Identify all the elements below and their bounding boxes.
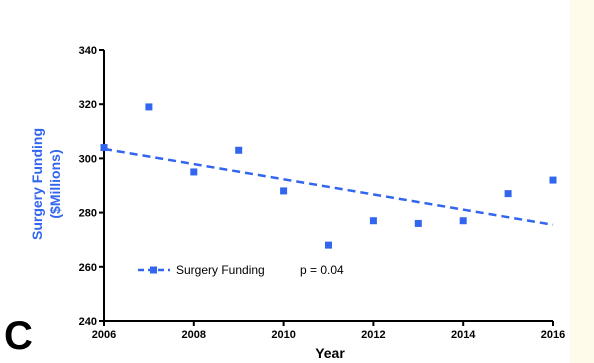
- y-tick-label: 320: [79, 99, 97, 111]
- x-tick-label: 2016: [541, 329, 565, 341]
- data-point: [459, 217, 467, 225]
- data-point: [235, 146, 243, 154]
- data-point: [190, 168, 198, 176]
- y-tick-label: 240: [79, 316, 97, 328]
- data-point: [549, 176, 557, 184]
- y-axis-title-line1: Surgery Funding: [29, 128, 45, 240]
- data-point: [145, 103, 153, 111]
- y-axis-title-line2: ($Millions): [47, 149, 63, 218]
- x-tick-label: 2014: [451, 329, 476, 341]
- y-tick-label: 300: [79, 153, 97, 165]
- x-tick-label: 2012: [361, 329, 385, 341]
- legend-marker: [150, 266, 157, 274]
- axis-ticks: 240 260 280 300 320 340 2006 2008 2010 2012 2014 20…: [79, 45, 566, 341]
- legend: Surgery Funding p = 0.04: [138, 263, 344, 277]
- axes: [103, 50, 553, 322]
- data-point: [504, 190, 512, 198]
- y-tick-label: 280: [79, 208, 97, 220]
- data-point: [325, 241, 332, 249]
- background-strip: [570, 0, 594, 363]
- data-point: [280, 187, 288, 195]
- trendline-group: [103, 147, 554, 227]
- data-point: [414, 219, 422, 227]
- trendline: [103, 147, 554, 227]
- data-point: [100, 144, 108, 152]
- x-axis-title: Year: [315, 345, 345, 361]
- data-point: [369, 217, 377, 225]
- p-value-annotation: p = 0.04: [300, 263, 344, 277]
- x-tick-label: 2008: [182, 329, 206, 341]
- y-tick-label: 340: [79, 45, 97, 57]
- panel-label: C: [4, 314, 33, 358]
- legend-label: Surgery Funding: [176, 263, 265, 277]
- data-points: [100, 103, 557, 249]
- x-tick-label: 2010: [271, 329, 295, 341]
- x-tick-label: 2006: [92, 329, 116, 341]
- y-tick-label: 260: [79, 262, 97, 274]
